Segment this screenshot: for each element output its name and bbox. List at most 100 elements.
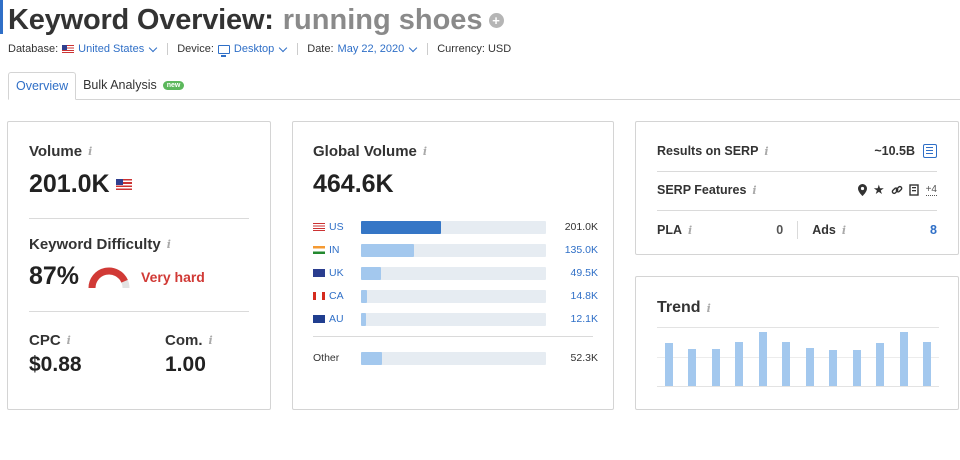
monitor-icon xyxy=(217,44,230,57)
country-volume[interactable]: 135.0K xyxy=(564,244,598,256)
volume-label: Volume xyxy=(29,143,83,160)
country-row[interactable]: AU 12.1K xyxy=(313,311,598,327)
device-filter: Device: Desktop xyxy=(177,43,299,57)
filters-bar: Database: United States Device: Desktop … xyxy=(8,40,529,58)
star-icon[interactable]: ★ xyxy=(872,182,885,197)
info-icon[interactable]: i xyxy=(166,238,171,251)
cpc-value: $0.88 xyxy=(29,353,82,376)
features-more[interactable]: +4 xyxy=(925,184,937,196)
trend-card: Trend i xyxy=(635,276,959,410)
country-bar-track xyxy=(361,266,546,280)
link-icon[interactable] xyxy=(891,184,903,196)
trend-bar[interactable] xyxy=(711,348,720,386)
results-label: Results on SERP xyxy=(657,144,759,158)
divider xyxy=(313,336,593,337)
new-badge: new xyxy=(162,80,185,90)
tab-overview[interactable]: Overview xyxy=(8,72,77,100)
trend-bar[interactable] xyxy=(852,350,861,386)
currency-label: Currency: USD xyxy=(437,43,512,55)
country-row[interactable]: UK 49.5K xyxy=(313,265,598,281)
date-filter: Date: May 22, 2020 xyxy=(307,43,429,55)
other-value: 52.3K xyxy=(570,352,598,364)
pla-ads-row: PLA i 0 Ads i 8 xyxy=(657,211,937,249)
trend-bar[interactable] xyxy=(805,348,814,386)
trend-bar[interactable] xyxy=(829,350,838,386)
com-label: Com. xyxy=(165,332,203,349)
trend-bar[interactable] xyxy=(735,342,744,386)
database-label: Database: xyxy=(8,43,59,55)
difficulty-gauge-icon xyxy=(88,267,130,288)
device-dropdown[interactable]: Desktop xyxy=(217,43,288,57)
us-flag-icon xyxy=(115,179,132,190)
date-dropdown[interactable]: May 22, 2020 xyxy=(338,43,419,55)
database-value: United States xyxy=(78,43,145,55)
info-icon[interactable]: i xyxy=(841,223,846,237)
country-row[interactable]: US 201.0K xyxy=(313,219,598,235)
location-pin-icon[interactable] xyxy=(857,184,867,196)
ads-value[interactable]: 8 xyxy=(930,223,937,237)
info-icon[interactable]: i xyxy=(88,145,93,158)
country-bar-track xyxy=(361,243,546,257)
country-bar-fill xyxy=(361,266,381,280)
country-code: CA xyxy=(329,290,344,302)
device-value: Desktop xyxy=(233,43,275,55)
tab-bar: Overview Bulk Analysis new xyxy=(8,72,960,100)
divider xyxy=(657,171,937,172)
global-volume-card: Global Volume i 464.6K US 201.0K IN 135.0K U… xyxy=(292,121,614,410)
other-bar-fill xyxy=(361,351,382,365)
features-icons: ★ +4 xyxy=(857,182,937,198)
database-dropdown[interactable]: United States xyxy=(62,43,158,55)
country-bar-track xyxy=(361,220,546,234)
serp-results-icon[interactable] xyxy=(923,144,937,158)
country-row[interactable]: CA 14.8K xyxy=(313,288,598,304)
global-volume-label: Global Volume xyxy=(313,143,417,160)
info-icon[interactable]: i xyxy=(66,334,71,347)
country-volume[interactable]: 12.1K xyxy=(570,313,598,325)
divider xyxy=(797,221,799,239)
features-label: SERP Features xyxy=(657,183,747,197)
trend-bar[interactable] xyxy=(782,342,791,386)
country-row[interactable]: IN 135.0K xyxy=(313,242,598,258)
info-icon[interactable]: i xyxy=(764,144,769,158)
chevron-down-icon xyxy=(279,43,288,52)
divider xyxy=(29,218,249,219)
info-icon[interactable]: i xyxy=(752,183,757,197)
info-icon[interactable]: i xyxy=(208,334,213,347)
country-code: UK xyxy=(329,267,344,279)
volume-value-row: 201.0K xyxy=(29,170,132,199)
uk-flag-icon xyxy=(313,269,325,277)
trend-bar[interactable] xyxy=(758,332,767,386)
com-label-row: Com. i xyxy=(165,332,213,349)
device-label: Device: xyxy=(177,43,214,55)
country-volume[interactable]: 49.5K xyxy=(570,267,598,279)
info-icon[interactable]: i xyxy=(688,223,693,237)
news-icon[interactable] xyxy=(908,184,920,196)
country-volume[interactable]: 14.8K xyxy=(570,290,598,302)
page-title: Keyword Overview: xyxy=(8,3,274,36)
com-value: 1.00 xyxy=(165,353,206,376)
keyword-title: running shoes xyxy=(282,3,483,36)
country-bar-track xyxy=(361,312,546,326)
trend-bar[interactable] xyxy=(664,342,673,386)
other-row: Other 52.3K xyxy=(313,350,598,366)
country-code: AU xyxy=(329,313,344,325)
tab-bulk-analysis[interactable]: Bulk Analysis new xyxy=(76,71,191,99)
info-icon[interactable]: i xyxy=(422,145,428,158)
ca-flag-icon xyxy=(313,292,325,300)
trend-label-row: Trend i xyxy=(657,299,711,317)
country-code: US xyxy=(329,221,344,233)
date-label: Date: xyxy=(307,43,334,55)
trend-bar[interactable] xyxy=(688,348,697,386)
trend-bar[interactable] xyxy=(876,342,885,386)
serp-card: Results on SERP i ~10.5B SERP Features i… xyxy=(635,121,959,255)
trend-bar[interactable] xyxy=(923,342,932,386)
plus-circle-icon[interactable]: + xyxy=(488,12,504,28)
chevron-down-icon xyxy=(148,43,158,52)
country-volume: 201.0K xyxy=(564,221,598,233)
trend-bar[interactable] xyxy=(899,332,908,386)
trend-chart xyxy=(657,327,939,387)
trend-label: Trend xyxy=(657,299,701,316)
info-icon[interactable]: i xyxy=(706,301,711,315)
au-flag-icon xyxy=(313,315,325,323)
in-flag-icon xyxy=(313,246,325,254)
